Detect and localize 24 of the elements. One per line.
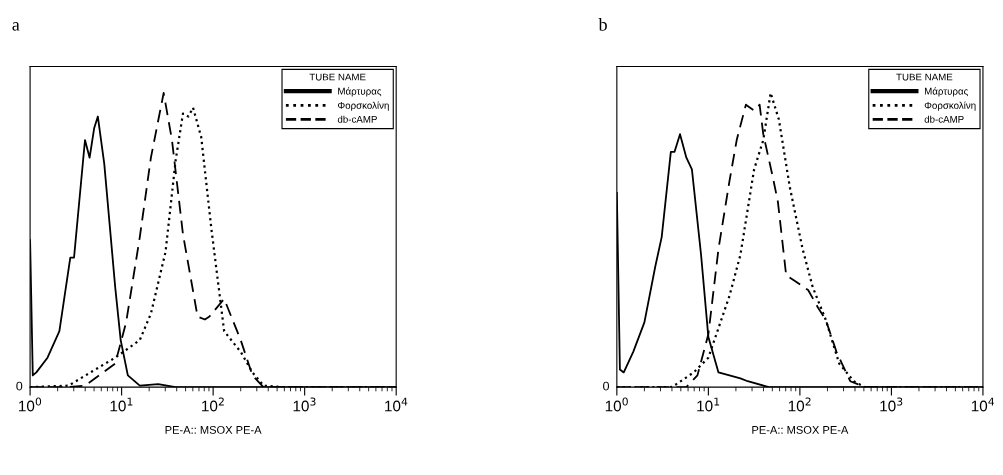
text: 0 [603, 381, 610, 391]
legend-title: TUBE NAME [309, 73, 366, 81]
x-axis-title: PE-A:: MSOX PE-A [752, 425, 849, 434]
x-tick-label: 10$^{1}$ [697, 397, 720, 412]
x-tick-label: 10$^{4}$ [971, 397, 995, 412]
x-tick-label: 10$^{2}$ [202, 397, 224, 412]
x-tick-label: 10$^{2}$ [788, 397, 811, 412]
text: 0 [16, 381, 23, 391]
chart-title: b [598, 18, 607, 31]
x-tick-label: 10$^{3}$ [880, 397, 903, 412]
x-tick-label: 10$^{1}$ [110, 397, 133, 412]
x-tick-label: 10$^{0}$ [19, 397, 42, 412]
chart-title: a [12, 22, 20, 31]
legend-label: Μάρτυρας [338, 87, 382, 97]
x-tick-label: 10$^{3}$ [293, 397, 316, 412]
legend-label: Φορσκολίνη [337, 101, 389, 111]
legend-label: db-cAMP [337, 115, 377, 123]
x-axis-title: PE-A:: MSOX PE-A [165, 425, 262, 434]
x-tick-label: 10$^{0}$ [605, 397, 628, 412]
legend-label: Φορσκολίνη [924, 101, 976, 111]
legend-title: TUBE NAME [896, 73, 953, 81]
legend-label: Μάρτυρας [924, 87, 968, 97]
legend-label: db-cAMP [924, 115, 964, 123]
x-tick-label: 10$^{4}$ [385, 397, 408, 412]
